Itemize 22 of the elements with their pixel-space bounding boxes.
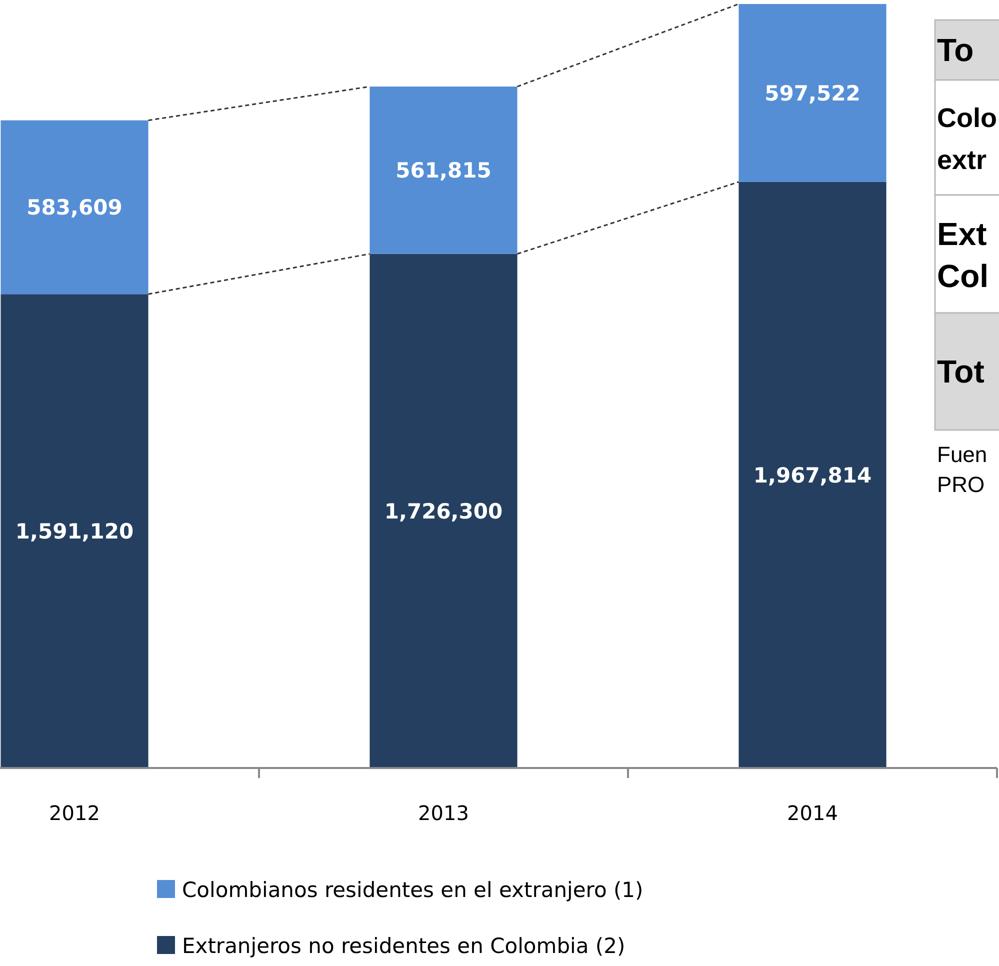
- data-label: 597,522: [764, 81, 860, 106]
- annotation: Tot: [937, 354, 985, 390]
- data-label: 1,967,814: [753, 463, 872, 488]
- bar: [370, 254, 518, 768]
- bar: [738, 4, 886, 182]
- data-label: 1,726,300: [384, 499, 503, 524]
- annotation: To: [937, 32, 974, 68]
- data-label: 583,609: [26, 196, 122, 220]
- bar: [370, 86, 518, 254]
- x-tick-label: 2013: [418, 801, 469, 825]
- x-tick-label: 2012: [49, 801, 100, 825]
- data-label: 1,591,120: [15, 519, 134, 544]
- annotation: Ext Col: [937, 216, 989, 294]
- legend-label: Colombianos residentes en el extranjero (1): [182, 878, 644, 902]
- bar: [0, 294, 148, 768]
- annotation: Colo extr: [937, 102, 997, 175]
- x-tick-label: 2014: [787, 801, 838, 825]
- bar: [0, 120, 148, 294]
- annotation: Fuen PRO: [937, 442, 988, 497]
- data-label: 561,815: [396, 158, 492, 183]
- bar: [738, 182, 886, 768]
- legend-label: Extranjeros no residentes en Colombia (2): [182, 934, 626, 958]
